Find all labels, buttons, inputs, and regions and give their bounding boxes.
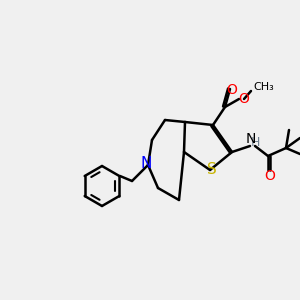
Text: S: S [207, 163, 217, 178]
Text: O: O [238, 92, 249, 106]
Text: H: H [250, 136, 260, 149]
Text: N: N [140, 157, 152, 172]
Text: O: O [265, 169, 275, 183]
Text: CH₃: CH₃ [254, 82, 274, 92]
Text: N: N [246, 132, 256, 146]
Text: O: O [226, 83, 237, 97]
